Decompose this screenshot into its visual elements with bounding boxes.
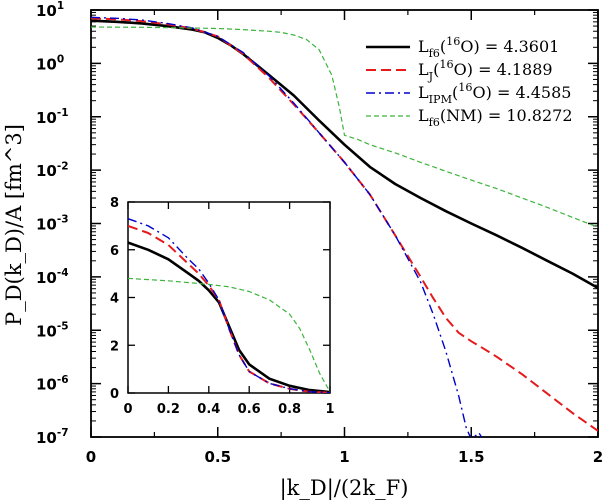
legend-label-1: LJ(16O) = 4.1889: [418, 58, 553, 83]
inset-y-tick-label: 8: [110, 196, 119, 211]
y-tick-label: 10-3: [36, 214, 69, 234]
inset-x-tick-label: 0: [123, 402, 132, 417]
x-tick-label: 0: [86, 448, 96, 466]
y-tick-label: 10-5: [36, 320, 69, 340]
inset-chart: 0 0.2 0.4 0.6 0.8 1 0 2 4 6 8: [110, 196, 335, 417]
main-series-group: [91, 16, 598, 437]
x-tick-label: 1.5: [458, 448, 485, 466]
inset-y-tick-label: 2: [110, 339, 119, 354]
x-axis-title: |k_D|/(2k_F): [280, 476, 409, 501]
legend-label-3: Lf6(NM) = 10.8272: [418, 106, 573, 129]
inset-series-line-3: [128, 277, 330, 393]
inset-series-group: [128, 218, 330, 393]
x-tick-label: 0.5: [204, 448, 231, 466]
y-tick-label: 10-1: [36, 107, 69, 127]
inset-x-tick-label: 0.4: [197, 402, 220, 417]
inset-x-tick-label: 0.8: [278, 402, 301, 417]
inset-series-line-2: [128, 218, 330, 393]
main-axes: [90, 9, 599, 438]
main-frame: [90, 9, 599, 438]
inset-series-line-1: [128, 224, 330, 393]
y-axis-title: P_D(k_D)/A [fm^3]: [2, 124, 26, 326]
y-tick-label: 10-2: [36, 160, 69, 180]
legend-label-0: Lf6(16O) = 4.3601: [418, 35, 559, 60]
y-tick-label: 10-7: [36, 427, 69, 447]
series-line-2: [91, 16, 483, 437]
axis-titles: |k_D|/(2k_F) P_D(k_D)/A [fm^3]: [2, 124, 408, 501]
main-tick-labels: 0 0.5 1 1.5 210-710-610-510-410-310-210-1100…: [36, 0, 603, 466]
inset-x-tick-label: 0.2: [157, 402, 180, 417]
inset-background: [127, 201, 331, 394]
y-tick-label: 101: [36, 0, 64, 20]
x-tick-label: 1: [339, 448, 349, 466]
y-tick-label: 10-4: [36, 267, 69, 287]
y-tick-label: 100: [36, 54, 64, 74]
legend-label-2: LIPM(16O) = 4.4585: [418, 81, 571, 106]
inset-axes: [127, 201, 331, 394]
inset-y-tick-label: 6: [110, 244, 119, 259]
y-tick-label: 10-6: [36, 374, 69, 394]
x-tick-label: 2: [593, 448, 603, 466]
inset-tick-labels: 0 0.2 0.4 0.6 0.8 1 0 2 4 6 8: [110, 196, 335, 417]
series-line-3: [91, 26, 598, 228]
inset-y-tick-label: 4: [110, 292, 119, 307]
inset-x-tick-label: 0.6: [238, 402, 261, 417]
inset-x-tick-label: 1: [325, 402, 334, 417]
inset-y-tick-label: 0: [110, 387, 119, 402]
